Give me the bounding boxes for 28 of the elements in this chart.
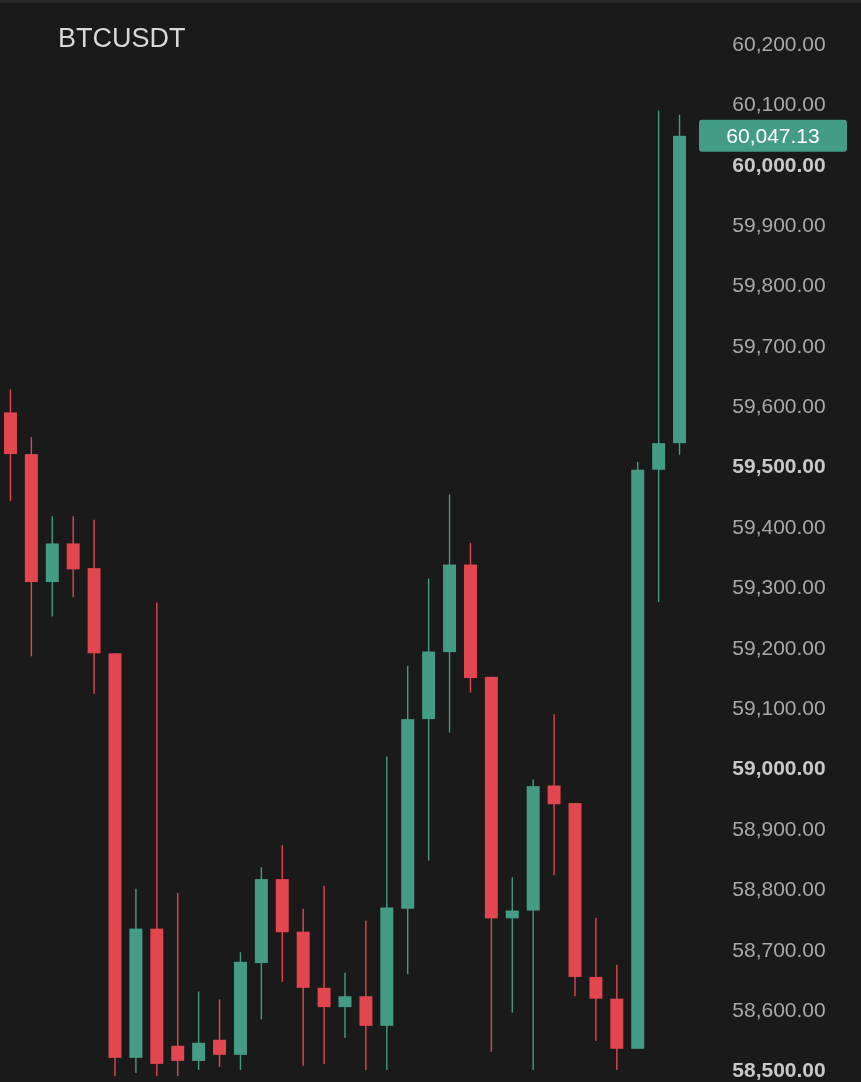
text: 60,047.13 xyxy=(726,124,820,148)
y-tick-label: 59,400.00 xyxy=(732,514,826,538)
y-tick-label: 59,700.00 xyxy=(732,333,826,357)
y-tick-label: 59,600.00 xyxy=(732,394,826,418)
candlestick xyxy=(547,713,561,876)
y-tick-label: 58,800.00 xyxy=(732,877,826,901)
candlestick xyxy=(338,972,352,1039)
y-tick-label: 60,100.00 xyxy=(732,92,826,116)
candlestick xyxy=(652,109,666,603)
y-tick-label: 59,900.00 xyxy=(732,212,826,236)
y-tick-label: 59,800.00 xyxy=(732,273,826,297)
y-tick-label: 58,500.00 xyxy=(732,1058,826,1082)
y-tick-label: 59,100.00 xyxy=(732,696,826,719)
y-tick-label: 59,200.00 xyxy=(732,635,826,659)
y-tick-label: 59,000.00 xyxy=(732,756,826,780)
candlestick xyxy=(171,892,185,1077)
text: BTCUSDT xyxy=(58,23,186,54)
y-tick-label: 58,900.00 xyxy=(732,816,826,840)
candlestick xyxy=(192,990,206,1071)
y-tick-label: 58,600.00 xyxy=(732,997,826,1021)
y-tick-label: 59,500.00 xyxy=(732,454,826,478)
candlestick xyxy=(317,885,331,1065)
y-tick-label: 58,700.00 xyxy=(732,937,826,961)
candlestick xyxy=(589,917,603,1042)
candlestick xyxy=(213,998,227,1068)
y-tick-label: 60,000.00 xyxy=(732,152,826,176)
y-tick-label: 59,300.00 xyxy=(732,575,826,599)
y-tick-label: 60,200.00 xyxy=(732,31,826,55)
